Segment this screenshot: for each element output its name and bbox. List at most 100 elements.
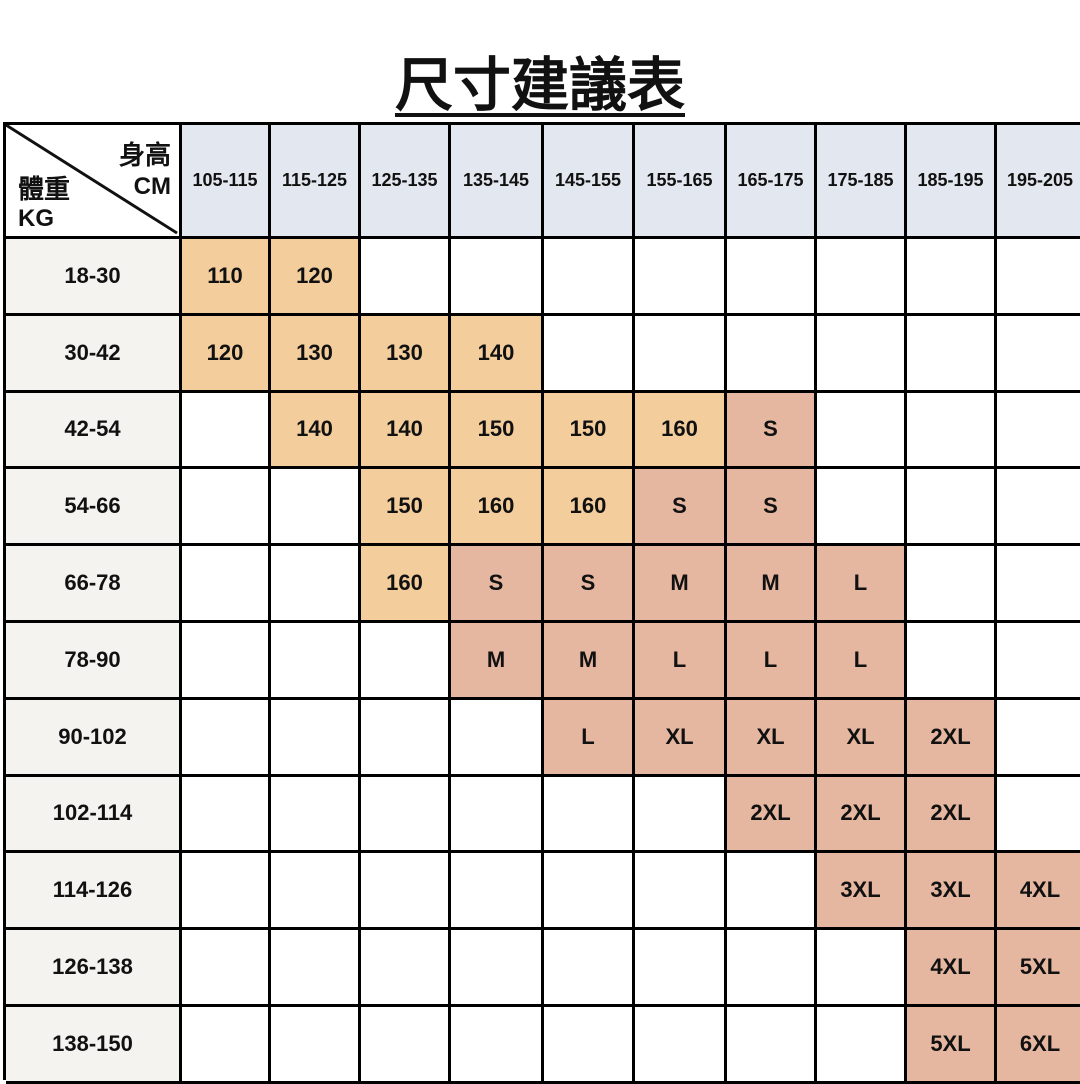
size-cell: L: [817, 622, 907, 700]
empty-cell: [544, 930, 635, 1007]
empty-cell: [817, 1006, 907, 1084]
empty-cell: [544, 776, 635, 854]
row-header-weight: 102-114: [6, 776, 182, 854]
empty-cell: [182, 1006, 271, 1084]
empty-cell: [907, 392, 997, 470]
empty-cell: [635, 239, 727, 316]
size-cell: L: [544, 699, 635, 777]
empty-cell: [907, 622, 997, 700]
empty-cell: [907, 469, 997, 547]
diagonal-divider: [6, 125, 178, 235]
size-cell: 140: [271, 392, 361, 470]
column-header-height: 125-135: [361, 125, 451, 239]
size-cell: 2XL: [907, 699, 997, 777]
empty-cell: [997, 239, 1080, 316]
row-header-weight: 78-90: [6, 622, 182, 700]
column-header-height: 185-195: [907, 125, 997, 239]
empty-cell: [635, 853, 727, 931]
empty-cell: [997, 392, 1080, 470]
empty-cell: [544, 239, 635, 316]
size-cell: 4XL: [907, 930, 997, 1007]
row-header-weight: 18-30: [6, 239, 182, 316]
size-cell: 130: [361, 315, 451, 393]
empty-cell: [361, 1006, 451, 1084]
empty-cell: [271, 546, 361, 623]
size-cell: S: [635, 469, 727, 547]
empty-cell: [997, 699, 1080, 777]
size-cell: 6XL: [997, 1006, 1080, 1084]
empty-cell: [271, 853, 361, 931]
empty-cell: [997, 622, 1080, 700]
empty-cell: [182, 699, 271, 777]
column-header-height: 105-115: [182, 125, 271, 239]
empty-cell: [451, 239, 544, 316]
empty-cell: [907, 546, 997, 623]
size-cell: S: [451, 546, 544, 623]
empty-cell: [544, 853, 635, 931]
size-cell: 150: [451, 392, 544, 470]
empty-cell: [182, 546, 271, 623]
empty-cell: [727, 853, 817, 931]
size-cell: L: [817, 546, 907, 623]
size-cell: XL: [635, 699, 727, 777]
size-cell: M: [635, 546, 727, 623]
size-cell: 160: [544, 469, 635, 547]
empty-cell: [361, 622, 451, 700]
size-cell: 150: [544, 392, 635, 470]
empty-cell: [271, 1006, 361, 1084]
height-unit: CM: [133, 173, 171, 200]
size-cell: 120: [182, 315, 271, 393]
empty-cell: [635, 1006, 727, 1084]
column-header-height: 145-155: [544, 125, 635, 239]
empty-cell: [361, 239, 451, 316]
empty-cell: [997, 315, 1080, 393]
empty-cell: [451, 776, 544, 854]
empty-cell: [727, 315, 817, 393]
size-cell: S: [727, 469, 817, 547]
empty-cell: [997, 776, 1080, 854]
size-cell: 2XL: [817, 776, 907, 854]
empty-cell: [817, 469, 907, 547]
empty-cell: [182, 392, 271, 470]
height-label: 身高: [118, 140, 171, 170]
empty-cell: [451, 1006, 544, 1084]
empty-cell: [361, 930, 451, 1007]
empty-cell: [727, 1006, 817, 1084]
empty-cell: [451, 699, 544, 777]
empty-cell: [817, 392, 907, 470]
row-header-weight: 30-42: [6, 315, 182, 393]
empty-cell: [817, 315, 907, 393]
empty-cell: [907, 239, 997, 316]
row-header-weight: 54-66: [6, 469, 182, 547]
column-header-height: 115-125: [271, 125, 361, 239]
size-cell: 5XL: [907, 1006, 997, 1084]
empty-cell: [997, 546, 1080, 623]
empty-cell: [271, 930, 361, 1007]
size-cell: 140: [451, 315, 544, 393]
empty-cell: [727, 239, 817, 316]
size-cell: XL: [817, 699, 907, 777]
weight-unit: KG: [18, 205, 54, 232]
empty-cell: [635, 315, 727, 393]
empty-cell: [361, 699, 451, 777]
empty-cell: [907, 315, 997, 393]
size-cell: S: [544, 546, 635, 623]
size-cell: 5XL: [997, 930, 1080, 1007]
size-cell: L: [727, 622, 817, 700]
size-cell: 140: [361, 392, 451, 470]
table-corner-header: 身高 CM 體重 KG: [6, 125, 182, 239]
empty-cell: [817, 239, 907, 316]
size-cell: M: [544, 622, 635, 700]
column-header-height: 175-185: [817, 125, 907, 239]
size-cell: 3XL: [817, 853, 907, 931]
size-cell: 2XL: [727, 776, 817, 854]
empty-cell: [635, 930, 727, 1007]
size-cell: 120: [271, 239, 361, 316]
size-cell: XL: [727, 699, 817, 777]
size-cell: 2XL: [907, 776, 997, 854]
empty-cell: [635, 776, 727, 854]
empty-cell: [451, 853, 544, 931]
column-header-height: 165-175: [727, 125, 817, 239]
size-cell: M: [727, 546, 817, 623]
empty-cell: [451, 930, 544, 1007]
